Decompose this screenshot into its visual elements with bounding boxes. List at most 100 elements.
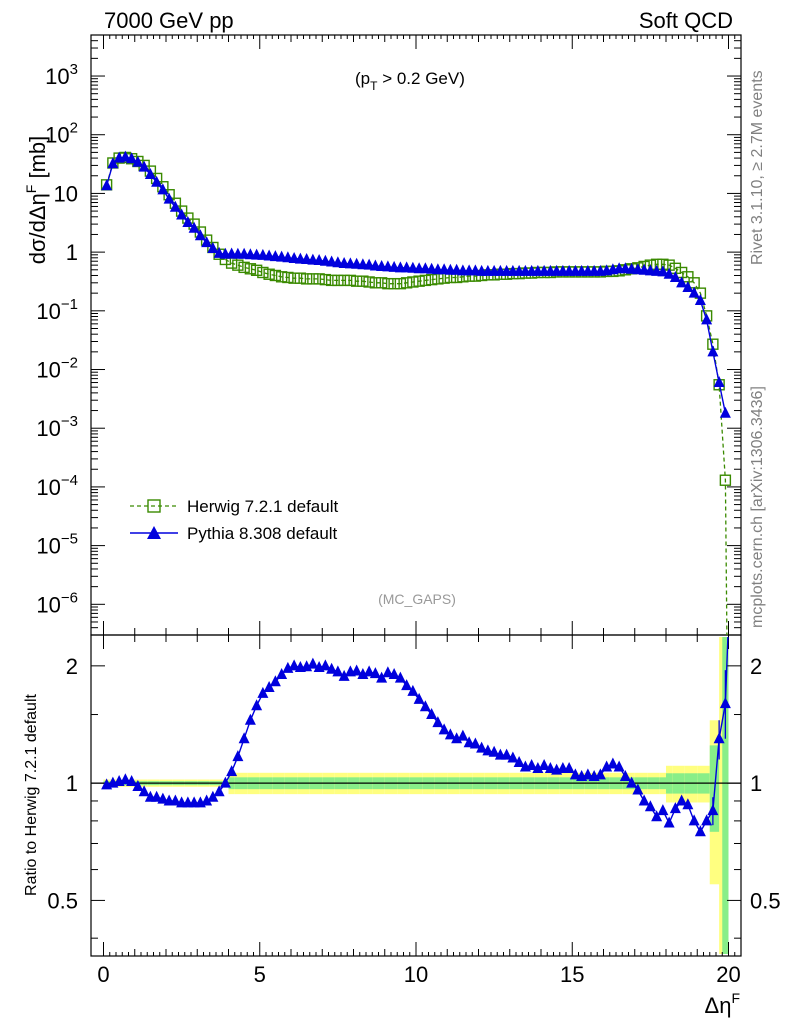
- herwig-point: [307, 273, 319, 285]
- ratio-point: [369, 667, 381, 679]
- band-inner-bin: [709, 745, 716, 832]
- x-tick-label: 5: [254, 962, 266, 987]
- ratio-point: [338, 669, 350, 681]
- herwig-point: [719, 474, 732, 486]
- ratio-point: [488, 745, 500, 757]
- pythia-point: [713, 376, 725, 388]
- herwig-point: [244, 263, 257, 275]
- herwig-point: [407, 276, 419, 288]
- pythia-point: [163, 192, 175, 204]
- ratio-point: [676, 794, 688, 806]
- herwig-point: [338, 274, 350, 287]
- ratio-point: [244, 713, 256, 725]
- ratio-y-tick-label-right: 1: [750, 771, 762, 796]
- herwig-point: [232, 259, 244, 271]
- pythia-point: [119, 150, 131, 162]
- pythia-point: [176, 208, 188, 220]
- ratio-point: [332, 665, 344, 677]
- herwig-point: [325, 274, 338, 287]
- herwig-point: [413, 275, 425, 287]
- ratio-y-tick-label: 1: [66, 771, 78, 796]
- ratio-point: [613, 760, 625, 772]
- ratio-point: [201, 794, 213, 806]
- ratio-point: [382, 666, 394, 678]
- y-tick-label: 10: [54, 181, 78, 206]
- herwig-point: [238, 261, 250, 274]
- pythia-point: [182, 215, 194, 227]
- ratio-point: [482, 744, 494, 756]
- ratio-y-tick-label-right: 0.5: [750, 888, 781, 913]
- y-tick-label: 10−3: [36, 413, 78, 441]
- ratio-point: [419, 700, 431, 712]
- axis-ticks: [91, 34, 742, 956]
- header-right: Soft QCD: [639, 8, 733, 33]
- ratio-point: [701, 814, 713, 826]
- ratio-point: [532, 762, 544, 774]
- herwig-point: [332, 274, 344, 287]
- pythia-point: [694, 293, 706, 305]
- pythia-point: [151, 175, 163, 187]
- y-tick-label: 1: [66, 240, 78, 265]
- ratio-point: [351, 664, 363, 676]
- pythia-point: [144, 168, 156, 180]
- analysis-label: (MC_GAPS): [378, 591, 456, 607]
- pythia-point: [707, 345, 719, 357]
- ratio-point: [226, 765, 238, 777]
- ratio-point: [651, 810, 663, 822]
- ratio-point: [619, 769, 631, 781]
- herwig-point: [282, 271, 294, 284]
- herwig-point: [375, 277, 388, 289]
- rivet-version-label: Rivet 3.1.10, ≥ 2.7M events: [749, 70, 766, 265]
- pythia-point: [682, 280, 694, 292]
- ratio-point: [438, 723, 450, 735]
- legend-label-herwig: Herwig 7.2.1 default: [187, 497, 338, 516]
- y-tick-label: 10−1: [36, 296, 78, 324]
- ratio-point: [126, 774, 138, 786]
- ratio-plot-series: [101, 636, 731, 837]
- ratio-point: [526, 758, 538, 770]
- pythia-point: [701, 313, 713, 325]
- ratio-point: [401, 679, 413, 691]
- pythia-point: [688, 286, 700, 298]
- ratio-point: [263, 680, 275, 692]
- ratio-point: [413, 692, 425, 704]
- x-tick-label: 0: [97, 962, 109, 987]
- pythia-point: [201, 236, 213, 248]
- pythia-point: [207, 242, 219, 254]
- ratio-point: [326, 662, 338, 674]
- ratio-point: [688, 814, 700, 826]
- ratio-point: [169, 794, 181, 806]
- main-plot-series: [100, 150, 732, 636]
- herwig-point: [400, 277, 413, 289]
- ratio-point: [632, 783, 644, 795]
- pythia-point: [157, 183, 169, 195]
- ratio-y-axis-title: Ratio to Herwig 7.2.1 default: [23, 694, 40, 896]
- herwig-point: [388, 277, 400, 290]
- herwig-point: [357, 275, 369, 287]
- herwig-point: [363, 276, 375, 288]
- ratio-plot-frame: [90, 634, 742, 957]
- legend-entry-herwig: Herwig 7.2.1 default: [130, 497, 338, 516]
- ratio-point: [138, 785, 150, 797]
- ratio-point: [207, 790, 219, 802]
- ratio-point: [626, 776, 638, 788]
- ratio-point: [151, 790, 163, 802]
- ratio-point: [594, 768, 606, 780]
- pythia-point: [101, 179, 113, 191]
- herwig-point: [269, 269, 282, 282]
- ratio-point: [607, 757, 619, 769]
- ratio-point: [257, 686, 269, 698]
- ratio-point: [682, 798, 694, 810]
- header-left: 7000 GeV pp: [104, 8, 234, 33]
- ratio-y-tick-label-right: 2: [750, 654, 762, 679]
- pythia-point: [138, 160, 150, 172]
- legend: Herwig 7.2.1 default Pythia 8.308 defaul…: [130, 497, 338, 543]
- ratio-point: [694, 825, 706, 837]
- plot-frames: [90, 34, 742, 957]
- ratio-point: [213, 785, 225, 797]
- herwig-point: [300, 273, 313, 285]
- pythia-point: [719, 406, 731, 418]
- ratio-point: [157, 792, 169, 804]
